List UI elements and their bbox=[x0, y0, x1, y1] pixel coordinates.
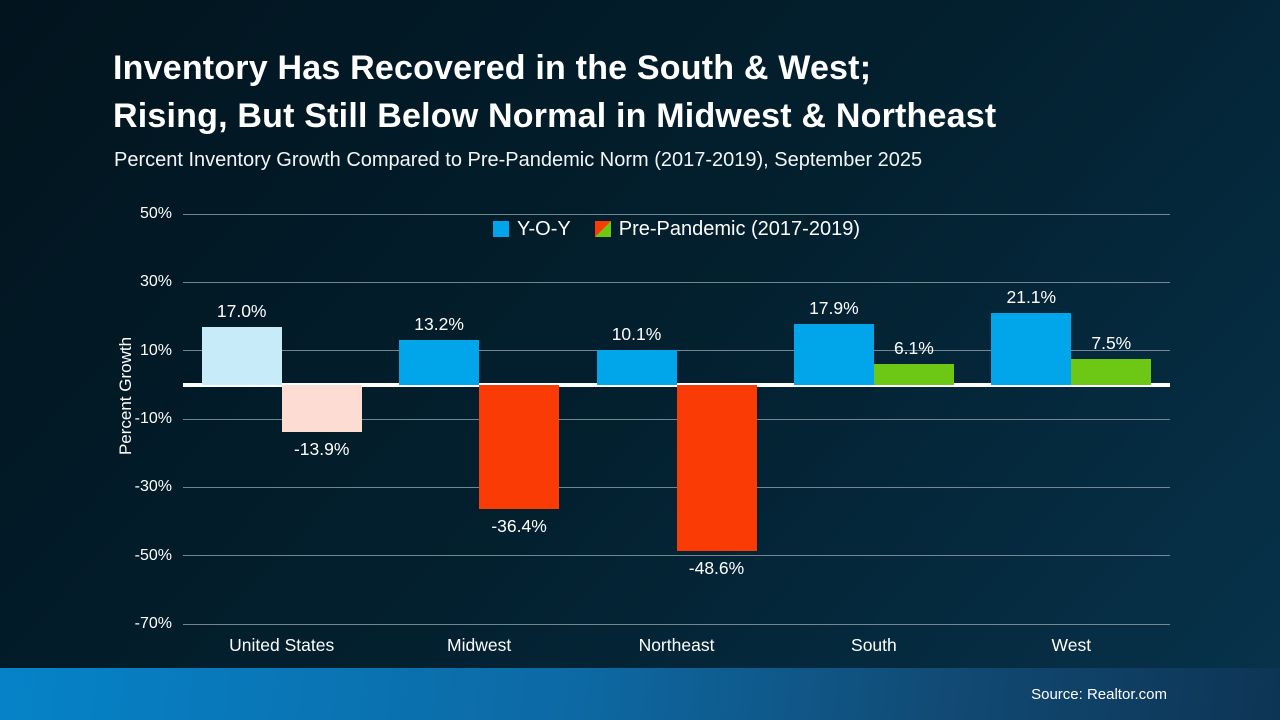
bar-y-o-y-northeast bbox=[596, 350, 677, 385]
y-tick-label--10: -10% bbox=[134, 410, 172, 427]
bar-value-label-pre-pandemic-2017-2019--west: 7.5% bbox=[1091, 333, 1132, 354]
gridline-50 bbox=[183, 213, 1170, 215]
bar-y-o-y-midwest bbox=[399, 339, 480, 385]
bar-y-o-y-south bbox=[793, 323, 874, 385]
x-category-label-northeast: Northeast bbox=[638, 635, 715, 655]
gridline-10 bbox=[183, 350, 1170, 352]
gridline--50 bbox=[183, 555, 1170, 557]
bar-y-o-y-west bbox=[991, 312, 1072, 385]
y-tick-label--30: -30% bbox=[134, 478, 172, 496]
y-tick-label-50: 50% bbox=[139, 205, 172, 222]
bar-value-label-y-o-y-united-states: 17.0% bbox=[216, 300, 267, 321]
bar-value-label-pre-pandemic-2017-2019--northeast: -48.6% bbox=[688, 557, 745, 578]
legend-item-pre-pandemic: Pre-Pandemic (2017-2019) bbox=[594, 217, 860, 241]
source-attribution: Source: Realtor.com bbox=[1031, 685, 1167, 703]
bar-pre-pandemic-2017-2019--south bbox=[873, 363, 954, 385]
bar-y-o-y-united-states bbox=[201, 326, 282, 385]
bar-value-label-pre-pandemic-2017-2019--midwest: -36.4% bbox=[491, 516, 547, 537]
y-tick-label-10: 10% bbox=[139, 341, 172, 359]
bar-pre-pandemic-2017-2019--west bbox=[1071, 359, 1152, 385]
page-title: Inventory Has Recovered in the South & W… bbox=[113, 44, 996, 140]
legend-swatch-pre-pandemic bbox=[594, 221, 611, 237]
title-line-1: Inventory Has Recovered in the South & W… bbox=[113, 49, 872, 87]
title-line-2: Rising, But Still Below Normal in Midwes… bbox=[113, 97, 997, 135]
gridline--70 bbox=[183, 623, 1170, 625]
y-tick-label--70: -70% bbox=[134, 615, 172, 632]
chart-subtitle: Percent Inventory Growth Compared to Pre… bbox=[114, 149, 923, 171]
chart-legend: Y-O-Y Pre-Pandemic (2017-2019) bbox=[183, 214, 1170, 244]
x-category-label-midwest: Midwest bbox=[447, 635, 512, 655]
bar-value-label-pre-pandemic-2017-2019--south: 6.1% bbox=[893, 337, 934, 358]
y-tick-label-30: 30% bbox=[139, 273, 172, 291]
y-tick-label--50: -50% bbox=[134, 546, 172, 564]
footer-bar: Source: Realtor.com bbox=[0, 668, 1280, 720]
bar-value-label-pre-pandemic-2017-2019--united-states: -13.9% bbox=[293, 439, 350, 460]
legend-item-yoy: Y-O-Y bbox=[493, 218, 571, 241]
x-category-label-west: West bbox=[1051, 635, 1092, 655]
bar-value-label-y-o-y-northeast: 10.1% bbox=[611, 324, 662, 345]
bar-pre-pandemic-2017-2019--united-states bbox=[281, 384, 362, 433]
bar-value-label-y-o-y-midwest: 13.2% bbox=[414, 313, 464, 334]
bar-value-label-y-o-y-south: 17.9% bbox=[809, 297, 859, 318]
x-category-label-united-states: United States bbox=[229, 635, 335, 655]
bar-pre-pandemic-2017-2019--midwest bbox=[479, 384, 560, 510]
legend-swatch-yoy bbox=[493, 221, 509, 237]
legend-label-yoy: Y-O-Y bbox=[517, 217, 571, 240]
legend-label-pre-pandemic: Pre-Pandemic (2017-2019) bbox=[618, 217, 860, 240]
bar-value-label-y-o-y-west: 21.1% bbox=[1006, 286, 1057, 307]
gridline-30 bbox=[183, 281, 1170, 283]
bar-pre-pandemic-2017-2019--northeast bbox=[676, 384, 757, 551]
x-category-label-south: South bbox=[851, 635, 897, 655]
